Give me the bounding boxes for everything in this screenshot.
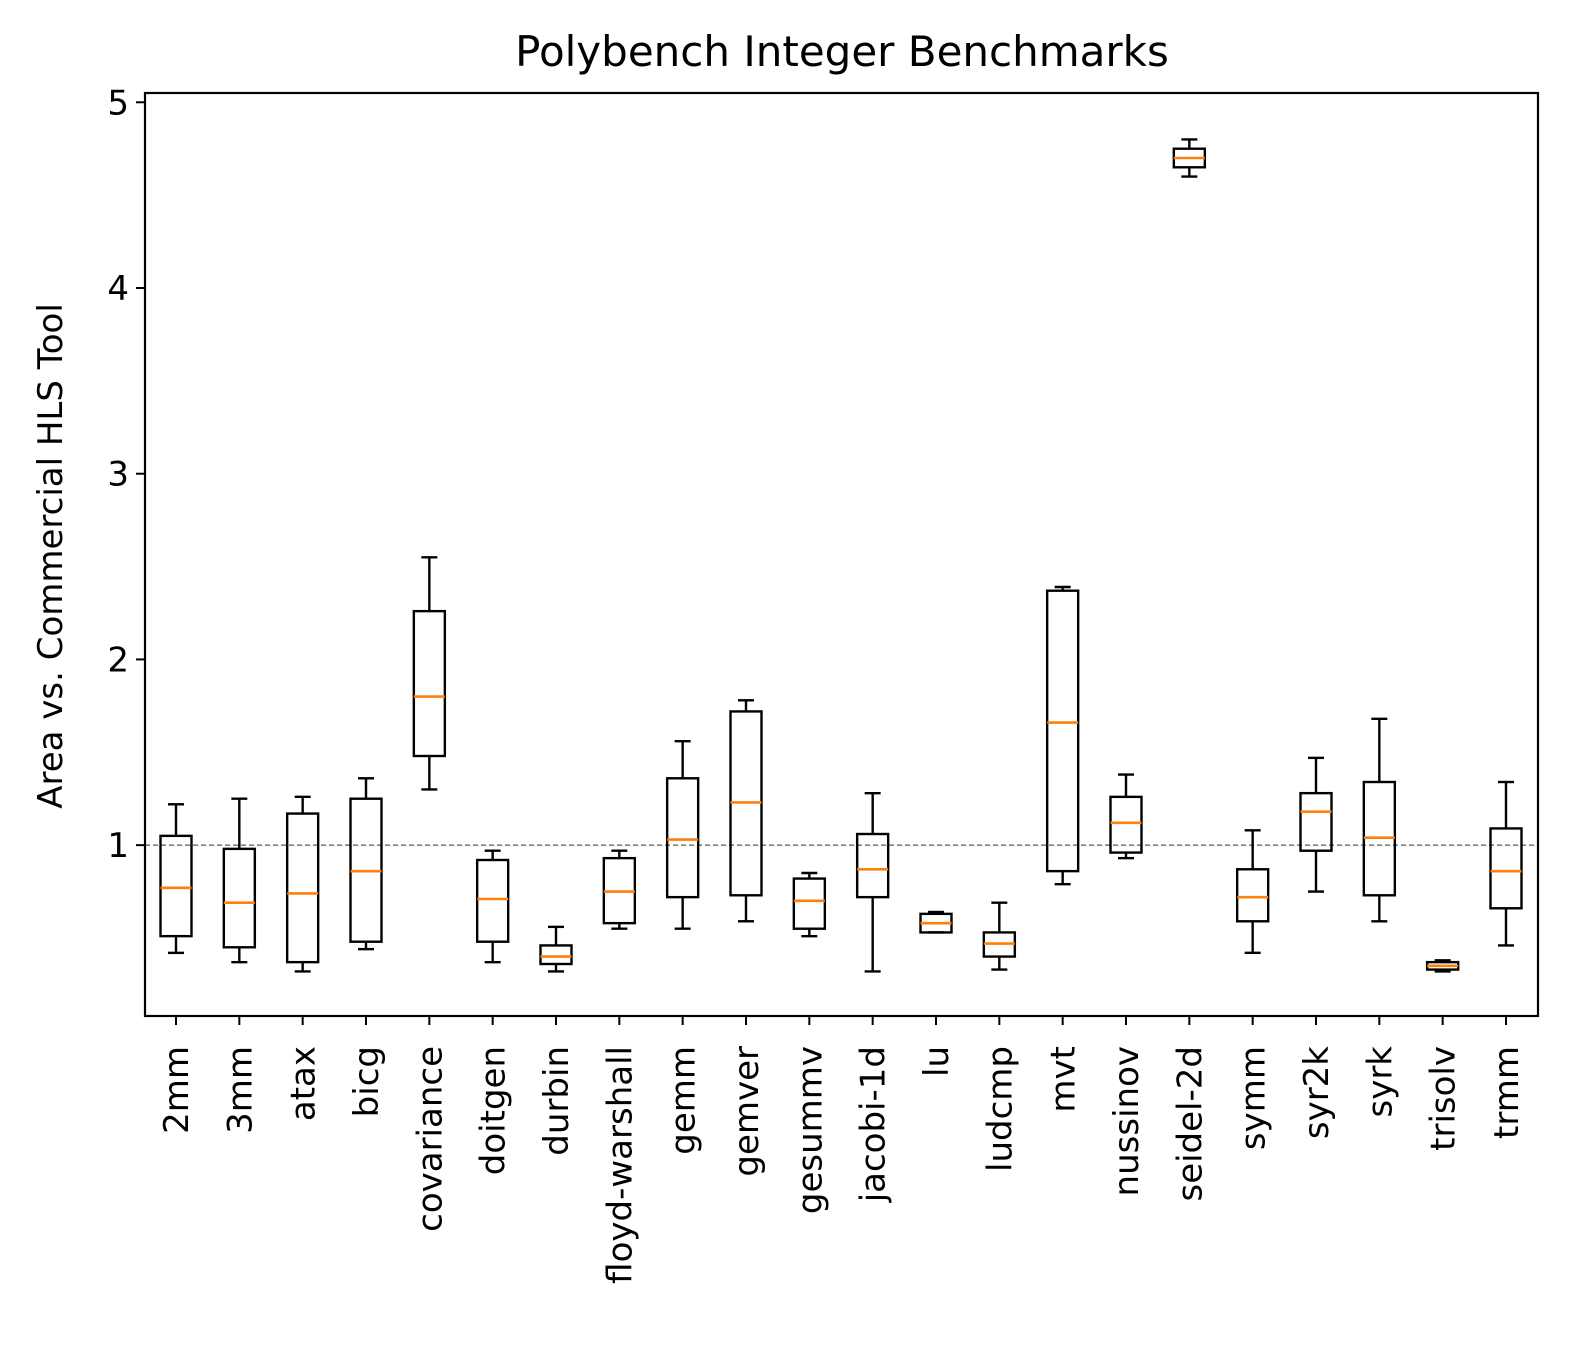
iqr-box: [285, 812, 320, 964]
y-tick-label: 5: [107, 83, 129, 123]
x-tick-label: durbin: [537, 1046, 577, 1156]
box-seidel-2d: [1172, 138, 1207, 178]
box-atax: [285, 795, 320, 973]
box-gesummv: [792, 871, 827, 938]
box-2mm: [159, 803, 193, 955]
iqr-box: [792, 877, 827, 930]
x-tick-label: lu: [917, 1046, 957, 1077]
x-tick-label: symm: [1234, 1046, 1274, 1150]
iqr-box: [412, 609, 447, 758]
boxes-layer: [159, 138, 1523, 973]
iqr-box: [855, 832, 890, 899]
x-tick-label: gemver: [727, 1046, 767, 1177]
box-lu: [919, 910, 953, 934]
x-tick-label: bicg: [347, 1046, 387, 1117]
x-tick-label: syrk: [1360, 1046, 1400, 1118]
x-tick-label: 3mm: [220, 1046, 260, 1134]
iqr-box: [539, 944, 573, 966]
box-3mm: [222, 797, 257, 964]
box-nussinov: [1109, 773, 1143, 860]
box-syrk: [1362, 717, 1397, 923]
x-tick-label: floyd-warshall: [600, 1046, 640, 1284]
box-ludcmp: [982, 901, 1017, 971]
x-tick-label: gesummv: [790, 1046, 830, 1214]
y-tick-label: 2: [107, 640, 129, 680]
x-tick-label: seidel-2d: [1170, 1046, 1210, 1202]
x-tick-label: syr2k: [1297, 1046, 1337, 1139]
box-gemm: [665, 739, 700, 930]
x-tick-label: doitgen: [474, 1046, 514, 1175]
iqr-box: [222, 847, 257, 949]
x-tick-label: covariance: [410, 1046, 450, 1232]
iqr-box: [1299, 791, 1333, 852]
box-doitgen: [475, 849, 510, 964]
x-tick-label: gemm: [664, 1046, 704, 1155]
y-tick-label: 1: [107, 826, 129, 866]
box-covariance: [412, 556, 447, 791]
box-syr2k: [1299, 756, 1333, 893]
x-tick-label: mvt: [1044, 1046, 1084, 1113]
iqr-box: [475, 858, 510, 943]
box-mvt: [1045, 585, 1080, 886]
box-floyd-warshall: [602, 849, 637, 930]
x-tick-label: jacobi-1d: [854, 1046, 894, 1203]
box-trmm: [1489, 780, 1523, 947]
y-tick-label: 3: [107, 455, 129, 495]
x-tick-label: atax: [284, 1046, 324, 1121]
box-jacobi-1d: [855, 791, 890, 973]
y-tick-label: 4: [107, 269, 129, 309]
box-durbin: [539, 925, 573, 973]
chart-title: Polybench Integer Benchmarks: [515, 27, 1169, 76]
y-axis-label: Area vs. Commercial HLS Tool: [31, 303, 71, 809]
box-symm: [1235, 829, 1270, 955]
x-axis-ticks: 2mm 3mm atax bicg covariance doitgen durbin flo…: [157, 1016, 1527, 1284]
iqr-box: [159, 834, 193, 938]
x-tick-label: 2mm: [157, 1046, 197, 1134]
plot-frame: [143, 91, 1540, 1018]
box-trisolv: [1425, 959, 1460, 973]
x-tick-label: nussinov: [1107, 1046, 1147, 1196]
y-axis-ticks: 1 2 3 4 5: [107, 83, 145, 866]
x-tick-label: trmm: [1487, 1046, 1527, 1139]
box-bicg: [349, 777, 383, 951]
box-gemver: [729, 699, 763, 923]
x-tick-label: ludcmp: [980, 1046, 1020, 1172]
iqr-box: [665, 777, 700, 899]
iqr-box: [1045, 589, 1080, 873]
x-tick-label: trisolv: [1424, 1046, 1464, 1151]
iqr-box: [1235, 868, 1270, 923]
iqr-box: [1489, 827, 1523, 910]
iqr-box: [1109, 795, 1143, 854]
